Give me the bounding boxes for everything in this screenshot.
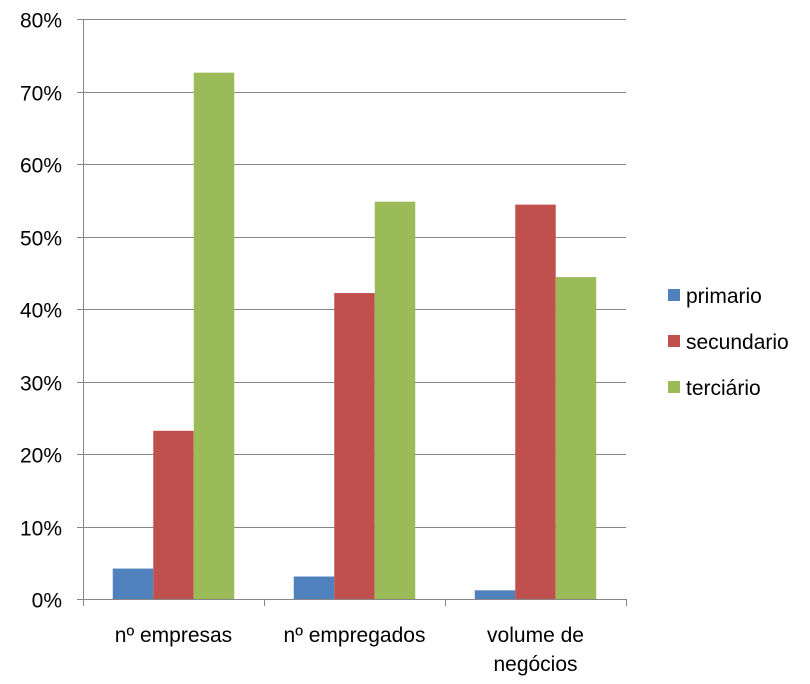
- legend-label: primario: [686, 285, 762, 308]
- legend-label: terciário: [686, 377, 761, 400]
- y-tick-label: 60%: [20, 155, 62, 178]
- bar-secundario: [515, 204, 556, 599]
- y-tick-label: 10%: [20, 518, 62, 541]
- y-tick-label: 70%: [20, 83, 62, 106]
- legend-swatch: [668, 289, 680, 301]
- x-tick-label: nº empresas: [115, 624, 232, 647]
- bar-secundario: [334, 293, 375, 599]
- axes: [77, 19, 627, 606]
- legend-swatch: [668, 381, 680, 393]
- bar-terciario: [374, 201, 416, 599]
- y-tick-label: 30%: [20, 373, 62, 396]
- bars: [112, 72, 597, 599]
- bar-terciario: [555, 277, 597, 599]
- x-tick-label: negócios: [493, 653, 577, 676]
- x-tick-labels: nº empresas nº empregados volume de negócio…: [115, 624, 584, 676]
- bar-primario: [112, 568, 154, 599]
- bar-secundario: [153, 430, 194, 599]
- x-tick-label: nº empregados: [284, 624, 426, 647]
- bar-primario: [474, 590, 516, 599]
- y-tick-labels: 0% 10% 20% 30% 40% 50% 60% 70% 80%: [20, 10, 62, 613]
- legend: primario secundario terciário: [668, 285, 789, 400]
- y-tick-label: 0%: [32, 590, 62, 613]
- bar-primario: [293, 576, 335, 599]
- bar-terciario: [193, 72, 235, 599]
- y-tick-label: 50%: [20, 228, 62, 251]
- x-tick-label: volume de: [487, 624, 584, 647]
- y-tick-label: 20%: [20, 445, 62, 468]
- legend-label: secundario: [686, 331, 789, 354]
- y-tick-label: 80%: [20, 10, 62, 33]
- y-tick-label: 40%: [20, 300, 62, 323]
- legend-swatch: [668, 335, 680, 347]
